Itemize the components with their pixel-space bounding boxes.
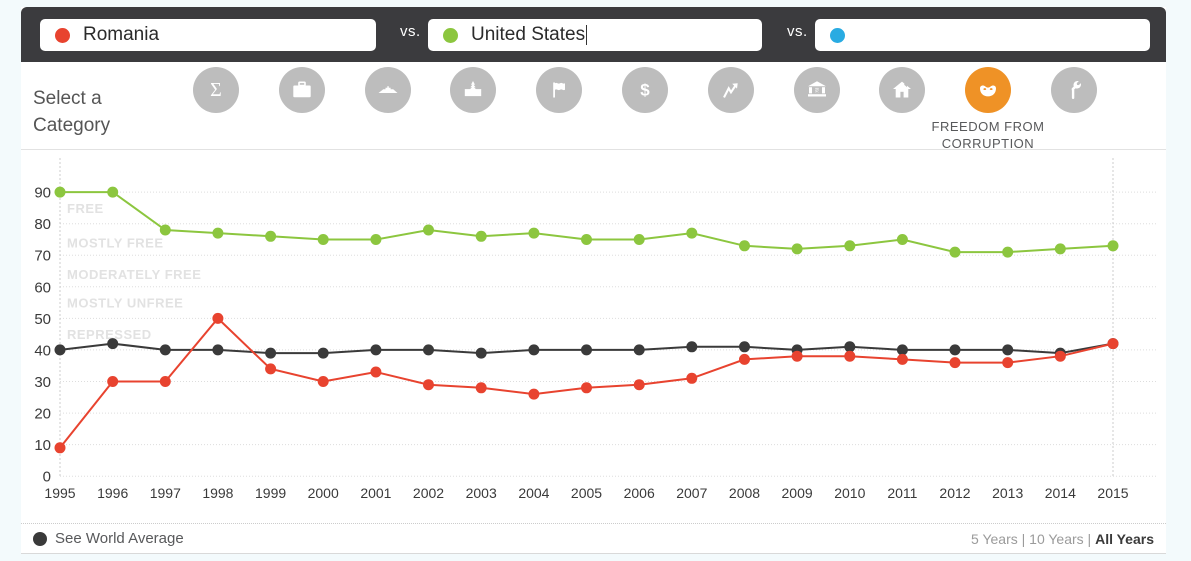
svg-text:2014: 2014: [1045, 485, 1076, 501]
svg-text:2010: 2010: [834, 485, 865, 501]
svg-text:20: 20: [34, 406, 51, 423]
svg-text:2002: 2002: [413, 485, 444, 501]
svg-text:60: 60: [34, 279, 51, 296]
svg-text:2006: 2006: [624, 485, 655, 501]
svg-text:FREE: FREE: [67, 201, 104, 216]
svg-text:$: $: [815, 88, 819, 94]
svg-text:70: 70: [34, 248, 51, 265]
svg-text:2007: 2007: [676, 485, 707, 501]
svg-text:2003: 2003: [466, 485, 497, 501]
svg-text:10: 10: [34, 437, 51, 454]
svg-text:MOSTLY FREE: MOSTLY FREE: [67, 236, 164, 251]
svg-text:90: 90: [34, 185, 51, 202]
svg-text:40: 40: [34, 342, 51, 359]
svg-text:1999: 1999: [255, 485, 286, 501]
svg-text:1996: 1996: [97, 485, 128, 501]
svg-text:2005: 2005: [571, 485, 602, 501]
svg-text:80: 80: [34, 216, 51, 233]
svg-text:$: $: [640, 81, 650, 100]
svg-text:2008: 2008: [729, 485, 760, 501]
svg-text:2001: 2001: [360, 485, 391, 501]
svg-text:2013: 2013: [992, 485, 1023, 501]
svg-text:Σ: Σ: [210, 79, 222, 101]
svg-text:2015: 2015: [1097, 485, 1128, 501]
svg-text:2011: 2011: [887, 485, 917, 501]
svg-text:0: 0: [43, 469, 51, 486]
svg-text:2000: 2000: [308, 485, 339, 501]
svg-text:2012: 2012: [939, 485, 970, 501]
svg-text:1997: 1997: [150, 485, 181, 501]
svg-text:2009: 2009: [782, 485, 813, 501]
svg-text:2004: 2004: [518, 485, 549, 501]
svg-text:MOSTLY UNFREE: MOSTLY UNFREE: [67, 296, 183, 311]
svg-text:30: 30: [34, 374, 51, 391]
svg-text:1995: 1995: [44, 485, 75, 501]
svg-text:50: 50: [34, 311, 51, 328]
svg-text:1998: 1998: [202, 485, 233, 501]
svg-text:MODERATELY FREE: MODERATELY FREE: [67, 267, 201, 282]
